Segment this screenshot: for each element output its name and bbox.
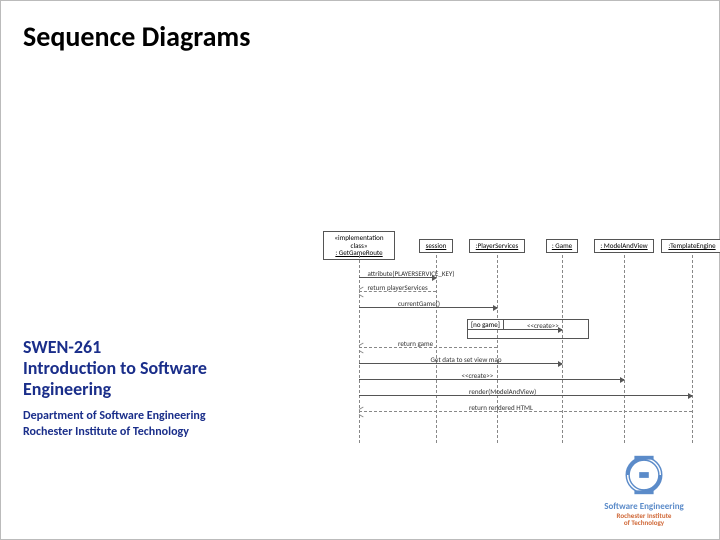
- lifeline-session: [436, 255, 437, 443]
- lifeline-head-playerservices: :PlayerServices: [469, 239, 525, 253]
- lifeline-head-modelandview: : ModelAndView: [594, 239, 654, 253]
- message-5: Get data to set view map: [359, 363, 562, 364]
- message-label-8: return rendered HTML: [469, 403, 533, 412]
- message-1: return playerServices: [359, 291, 436, 292]
- lifeline-game: [562, 255, 563, 443]
- message-label-2: currentGame(): [398, 299, 440, 308]
- message-4: return game: [359, 347, 497, 348]
- message-label-6: <<create>>: [462, 371, 494, 380]
- dept-line2: Rochester Institute of Technology: [23, 425, 283, 441]
- se-logo-icon: [620, 451, 668, 499]
- sequence-diagram: «implementation class»: GetGameRoutesess…: [301, 231, 701, 446]
- dept-line1: Department of Software Engineering: [23, 409, 283, 425]
- course-block: SWEN-261 Introduction to Software Engine…: [23, 336, 283, 441]
- message-label-7: render(ModelAndView): [469, 387, 536, 396]
- lifeline-playerservices: [497, 255, 498, 443]
- slide: Sequence Diagrams SWEN-261 Introduction …: [0, 0, 720, 540]
- message-label-4: return game: [398, 339, 433, 348]
- lifeline-head-session: session: [419, 239, 453, 253]
- lifeline-head-templateengine: :TemplateEngine: [661, 239, 720, 253]
- message-7: render(ModelAndView): [359, 395, 692, 396]
- message-2: currentGame(): [359, 307, 497, 308]
- message-8: return rendered HTML: [359, 411, 692, 412]
- message-label-0: attribute(PLAYERSERVICE_KEY): [368, 269, 455, 278]
- opt-fragment: [no game]: [467, 319, 589, 339]
- lifeline-templateengine: [692, 255, 693, 443]
- message-label-5: Get data to set view map: [431, 355, 502, 364]
- message-0: attribute(PLAYERSERVICE_KEY): [359, 277, 436, 278]
- lifeline-head-game: : Game: [546, 239, 578, 253]
- logo: Software Engineering Rochester Institute…: [589, 451, 699, 527]
- fragment-guard: [no game]: [467, 319, 504, 330]
- course-code: SWEN-261: [23, 336, 283, 358]
- message-6: <<create>>: [359, 379, 624, 380]
- message-label-1: return playerServices: [368, 283, 428, 292]
- page-title: Sequence Diagrams: [23, 19, 250, 54]
- department: Department of Software Engineering Roche…: [23, 409, 283, 440]
- course-name: Introduction to Software Engineering: [23, 358, 283, 399]
- logo-text-2: Rochester Institute of Technology: [589, 512, 699, 527]
- lifeline-modelandview: [624, 255, 625, 443]
